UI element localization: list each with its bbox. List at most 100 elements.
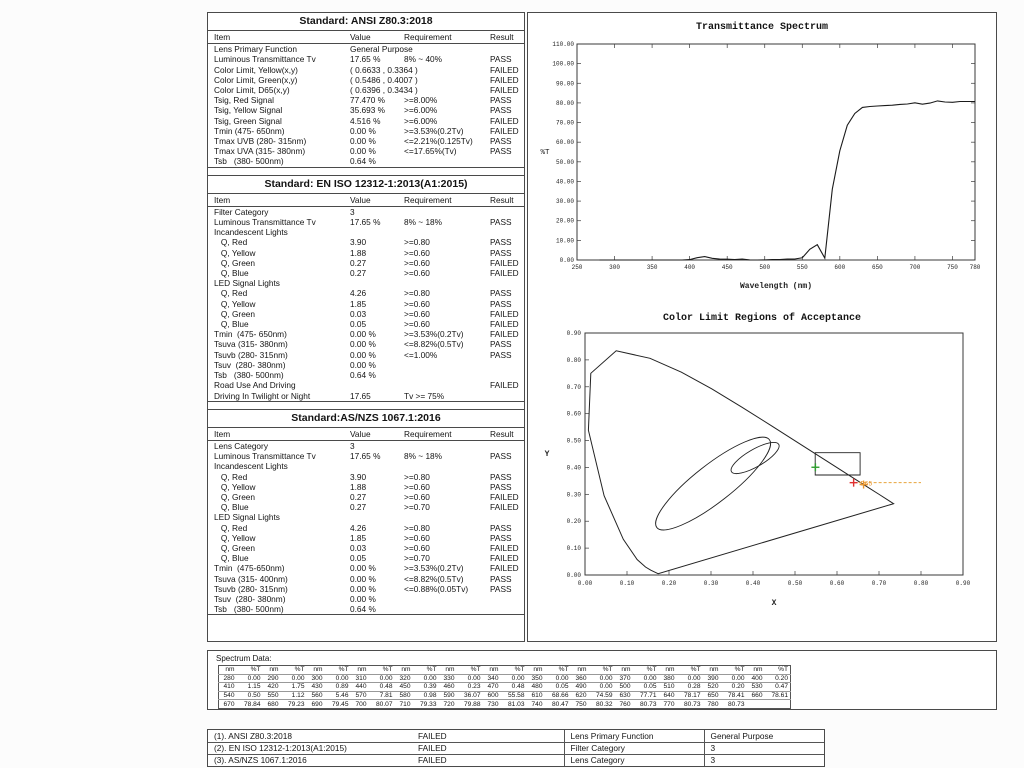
table-row: LED Signal Lights xyxy=(208,278,524,288)
nm-cell: 430 xyxy=(306,682,325,692)
y-tick-label: 40.00 xyxy=(556,178,574,185)
cell: 17.65 xyxy=(350,390,371,401)
nm-cell: 440 xyxy=(350,682,369,692)
y-tick-label: 0.90 xyxy=(567,330,582,337)
cell: Q, Red xyxy=(214,288,248,299)
transmittance-cell: 0.28 xyxy=(676,682,703,692)
spectrum-data-section: Spectrum Data: nm %T nm %T nm %T nm %T nm %T nm %T n… xyxy=(207,650,997,710)
cell: FAILED xyxy=(490,308,519,319)
cell: Color Limit, Green(x,y) xyxy=(214,74,298,85)
table-row: Tsuv (280- 380nm) 0.00 % xyxy=(208,360,524,370)
transmittance-cell: 5.46 xyxy=(324,690,351,700)
nm-cell: 450 xyxy=(394,682,413,692)
cell: Q, Blue xyxy=(214,319,249,330)
transmittance-cell: 0.00 xyxy=(588,673,615,683)
nm-column-header: nm xyxy=(269,666,279,674)
cell: >=0.60 xyxy=(404,491,430,502)
table-row: Lens Primary Function General Purpose xyxy=(208,44,524,54)
cell xyxy=(404,604,490,614)
nm-cell: 570 xyxy=(350,690,369,700)
table-row: Q, Green 0.27 >=0.60 FAILED xyxy=(208,492,524,502)
cell: FAILED xyxy=(490,553,519,564)
cell: Q, Blue xyxy=(214,553,249,564)
cell: PASS xyxy=(490,146,512,157)
cell: FAILED xyxy=(490,85,519,96)
cell xyxy=(490,360,518,370)
nm-cell: 780 xyxy=(702,699,721,709)
cell: Q, Yellow xyxy=(214,247,256,258)
cell: FAILED xyxy=(490,74,519,85)
cell: 0.00 % xyxy=(350,583,376,594)
cell xyxy=(490,370,518,380)
y-tick-label: 0.00 xyxy=(567,572,582,579)
cell: >=6.00% xyxy=(404,105,438,116)
cell: PASS xyxy=(490,481,512,492)
transmittance-cell: 0.00 xyxy=(236,673,263,683)
cell: 0.00 % xyxy=(350,349,376,360)
y-tick-label: 10.00 xyxy=(556,237,574,244)
cell: Tsuva (315- 400nm) xyxy=(214,573,288,584)
cell: 0.00 % xyxy=(350,563,376,574)
cell: Tsuva (315- 380nm) xyxy=(214,339,288,350)
table-row: Q, Green 0.27 >=0.60 FAILED xyxy=(208,258,524,268)
transmittance-cell: 77.71 xyxy=(632,690,659,700)
cell: 17.65 % xyxy=(350,217,381,228)
nm-cell: 730 xyxy=(482,699,501,709)
acceptance-region-notch xyxy=(814,452,861,476)
transmittance-cell: 0.48 xyxy=(500,682,527,692)
cell: 0.27 xyxy=(350,502,367,513)
nm-column-header: nm xyxy=(489,666,499,674)
summary-table: (1). ANSI Z80.3:2018 FAILED Lens Primary F… xyxy=(208,730,824,766)
nm-cell: 280 xyxy=(218,673,237,683)
transmittance-cell: 0.00 xyxy=(676,673,703,683)
standards-tables: Standard: ANSI Z80.3:2018 Item Value Requir… xyxy=(208,13,524,616)
column-header: Item xyxy=(214,194,231,205)
cell xyxy=(490,594,518,604)
cell xyxy=(490,207,518,217)
cell: <=0.88%(0.05Tv) xyxy=(404,583,469,594)
cell: Q, Green xyxy=(214,542,256,553)
table-row: Tmin (475-650nm) 0.00 % >=3.53%(0.2Tv) FAIL… xyxy=(208,563,524,573)
transmittance-cell: 68.66 xyxy=(544,690,571,700)
cell: >=0.60 xyxy=(404,308,430,319)
nm-cell: 300 xyxy=(306,673,325,683)
nm-cell: 360 xyxy=(570,673,589,683)
cell: <=2.21%(0.125Tv) xyxy=(404,136,473,147)
cell: LED Signal Lights xyxy=(214,278,280,289)
y-tick-label: 70.00 xyxy=(556,120,574,127)
cell: ( 0.6633 , 0.3364 ) xyxy=(350,64,418,75)
cell: 0.64 % xyxy=(350,604,376,615)
nm-cell: 630 xyxy=(614,690,633,700)
transmittance-cell: 0.00 xyxy=(544,673,571,683)
cell: PASS xyxy=(490,95,512,106)
nm-cell: 380 xyxy=(658,673,677,683)
cell: Tmin (475- 650nm) xyxy=(214,329,287,340)
cell xyxy=(404,380,490,390)
summary-cell: General Purpose xyxy=(703,730,824,743)
cell: PASS xyxy=(490,298,512,309)
transmittance-cell: 0.47 xyxy=(764,682,791,692)
cell: 1.88 xyxy=(350,247,367,258)
plot-frame xyxy=(576,43,976,261)
x-tick-label: 0.60 xyxy=(830,580,845,587)
cell: >=0.60 xyxy=(404,257,430,268)
table-row: Tsuv (280- 380nm) 0.00 % xyxy=(208,594,524,604)
nm-cell: 750 xyxy=(570,699,589,709)
charts-panel: Transmittance Spectrum 0.00 10.00 20.00 30.… xyxy=(527,12,997,642)
transmittance-chart-title: Transmittance Spectrum xyxy=(695,22,829,33)
transmittance-cell: 79.45 xyxy=(324,699,351,709)
cell xyxy=(404,75,490,85)
table-row: Filter Category 3 xyxy=(208,207,524,217)
transmittance-cell: 0.23 xyxy=(456,682,483,692)
table-row: Q, Yellow 1.88 >=0.60 PASS xyxy=(208,248,524,258)
nm-cell: 610 xyxy=(526,690,545,700)
nm-column-header: nm xyxy=(709,666,719,674)
cell: Color Limit, D65(x,y) xyxy=(214,85,290,96)
column-header: Result xyxy=(490,428,514,439)
table-row: LED Signal Lights xyxy=(208,512,524,522)
table-row: Luminous Transmittance Tv 17.65 % 8% ~ 40%… xyxy=(208,54,524,64)
nm-cell: 530 xyxy=(746,682,765,692)
nm-cell: 580 xyxy=(394,690,413,700)
cell: Tsuvb (280- 315nm) xyxy=(214,349,288,360)
x-tick-label: 0.10 xyxy=(620,580,635,587)
